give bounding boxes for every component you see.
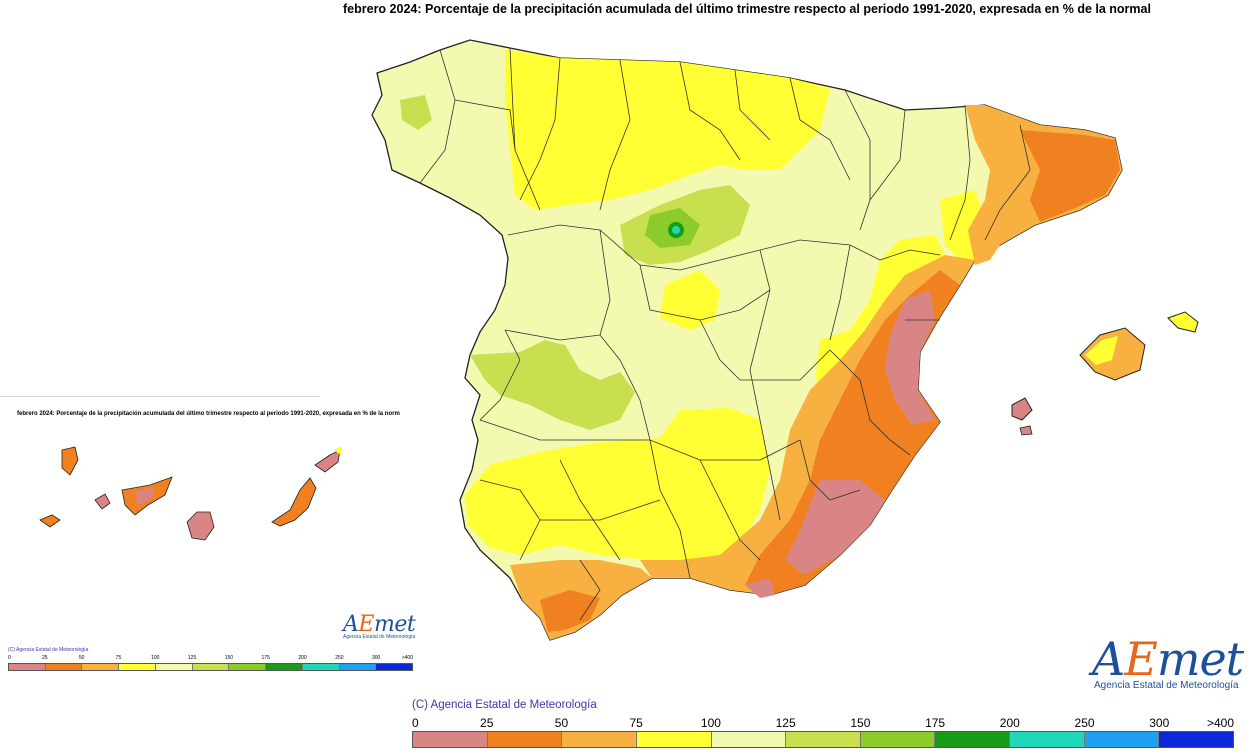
legend-swatch — [229, 664, 267, 670]
island-tenerife-pink — [135, 487, 155, 505]
island-lanzarote — [314, 449, 341, 473]
legend-ticks: 0 25 50 75 100 125 150 175 200 250 300 >400 — [412, 716, 1234, 730]
legend-tick-label: 50 — [78, 655, 85, 661]
aemet-logo: AEmet Agencia Estatal de Meteorología — [1092, 632, 1244, 691]
legend-swatch — [860, 732, 936, 747]
legend-tick-label: 0 — [412, 716, 419, 730]
copyright: (C) Agencia Estatal de Meteorología — [412, 699, 597, 711]
legend-tick-label: 75 — [629, 716, 643, 730]
legend-swatch — [1010, 732, 1085, 747]
legend-tick-label: 100 — [700, 716, 721, 730]
island-mallorca-yellow — [1085, 336, 1118, 365]
legend-tick-label: >400 — [401, 655, 413, 661]
island-lanzarote-yellow — [334, 446, 342, 455]
legend-swatch — [786, 732, 861, 747]
legend-tick-label: 200 — [999, 716, 1020, 730]
island-ibiza — [1011, 397, 1033, 421]
zone-75-100-south — [465, 408, 770, 565]
inset-title: febrero 2024: Porcentaje de la precipita… — [17, 411, 400, 417]
legend-tick-label: 150 — [850, 716, 871, 730]
legend-tick-label: 175 — [261, 655, 270, 661]
zone-200-250-spot — [672, 226, 680, 234]
island-menorca — [1167, 311, 1199, 333]
legend-swatch — [636, 732, 712, 747]
legend-swatch — [413, 732, 488, 747]
island-la-gomera — [94, 493, 111, 510]
province-borders — [419, 47, 1031, 621]
legend-bar — [412, 731, 1234, 748]
legend-tick-label: 50 — [554, 716, 569, 730]
zone-lt25-valencia — [885, 290, 935, 425]
legend-swatch — [155, 664, 193, 670]
legend-tick-label: 125 — [187, 655, 197, 661]
island-el-hierro — [39, 514, 61, 528]
legend-tick-label: 300 — [372, 655, 381, 661]
legend-swatch — [82, 664, 120, 670]
zone-lt25-almeria — [745, 578, 775, 598]
map-title: febrero 2024: Porcentaje de la precipita… — [343, 2, 1151, 16]
zone-25-50-catalonia — [1020, 130, 1120, 222]
copyright-inset: (C) Agencia Estatal de Meteorología — [8, 647, 89, 653]
legend-bar-inset — [8, 663, 413, 671]
legend-tick-label: 150 — [224, 655, 234, 661]
zone-125-150-galicia — [400, 95, 432, 130]
legend-swatch — [9, 664, 46, 670]
legend-swatch — [1084, 732, 1160, 747]
legend-tick-label: 0 — [8, 655, 11, 661]
island-la-palma — [61, 446, 79, 476]
zone-25-50-southwest — [540, 590, 600, 632]
legend-tick-label: 25 — [480, 716, 494, 730]
legend-swatch — [711, 732, 787, 747]
legend-ticks-inset: 0 25 50 75 100 125 150 175 200 250 300 >400 — [8, 655, 413, 662]
legend-tick-label: 75 — [115, 655, 122, 661]
zone-125-150-west — [470, 340, 635, 430]
legend-swatch — [562, 732, 637, 747]
aemet-logo-inset: AEmet Agencia Estatal de Meteorología — [343, 612, 416, 640]
zone-lt25-murcia — [785, 480, 885, 575]
legend-tick-label: 250 — [1074, 716, 1095, 730]
legend-swatch — [487, 732, 563, 747]
island-gran-canaria — [186, 511, 215, 541]
legend-tick-label: 100 — [151, 655, 160, 661]
legend-tick-label: 200 — [298, 655, 307, 661]
island-formentera — [1019, 425, 1033, 436]
legend-tick-label: >400 — [1206, 716, 1234, 730]
legend-swatch — [935, 732, 1011, 747]
legend-tick-label: 25 — [42, 655, 48, 661]
zone-75-100-north — [505, 50, 830, 210]
legend-swatch — [45, 664, 83, 670]
legend-tick-label: 300 — [1149, 716, 1170, 730]
legend-swatch — [266, 664, 303, 670]
legend-swatch — [1159, 732, 1234, 747]
legend-swatch — [339, 664, 377, 670]
legend-tick-label: 125 — [775, 716, 796, 730]
legend-swatch — [192, 664, 230, 670]
legend-swatch — [119, 664, 156, 670]
inset-divider — [0, 396, 320, 397]
legend-tick-label: 250 — [335, 655, 344, 661]
legend-swatch — [376, 664, 413, 670]
legend-tick-label: 175 — [925, 716, 946, 730]
island-fuerteventura — [271, 477, 317, 527]
legend-swatch — [302, 664, 340, 670]
